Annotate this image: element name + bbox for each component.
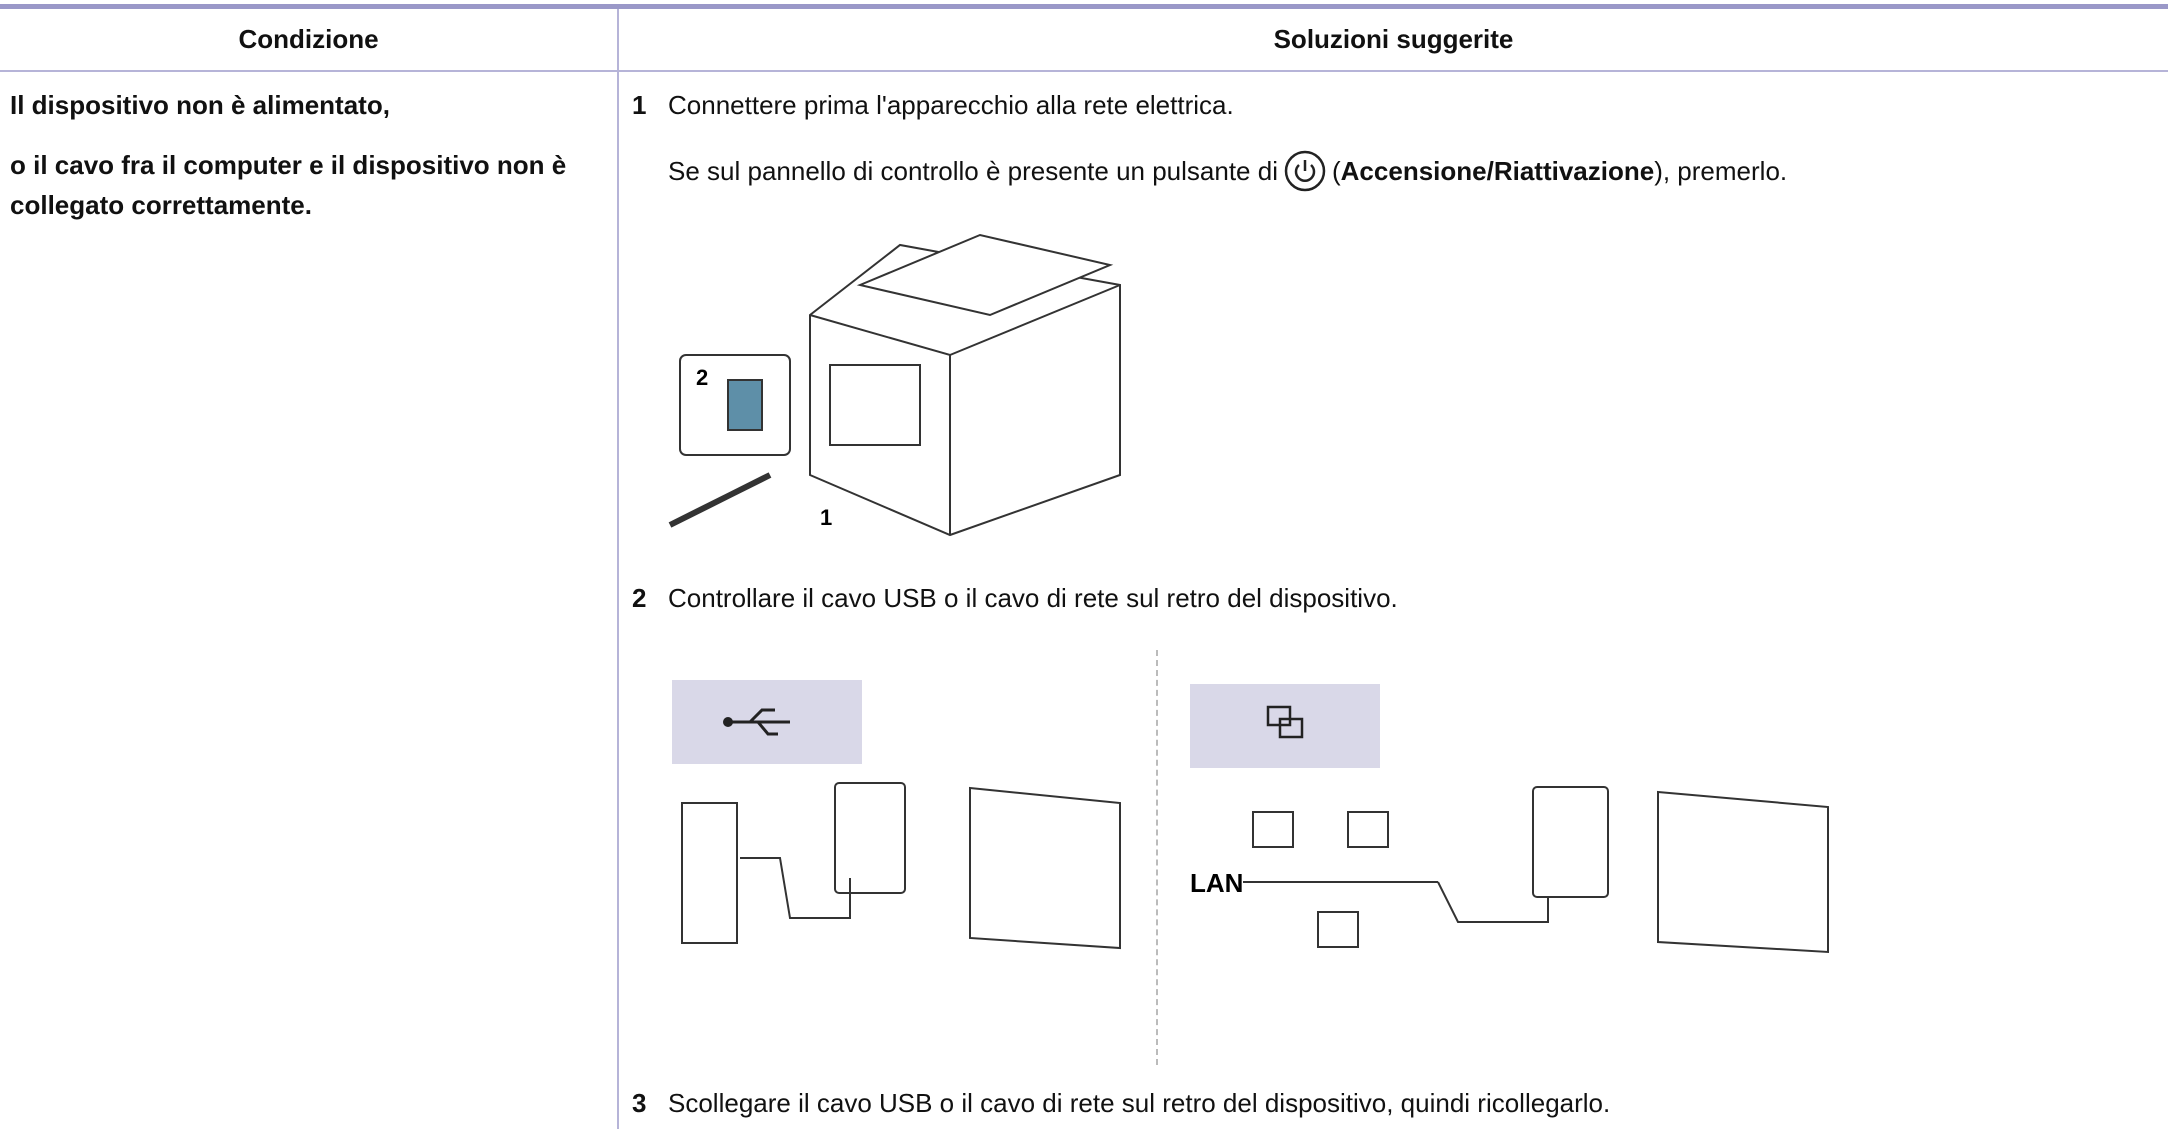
condition-text: Il dispositivo non è alimentato, [10, 90, 390, 120]
figure-label: LAN [1190, 868, 1243, 898]
step-number: 3 [632, 1088, 647, 1118]
top-rule [0, 4, 2168, 9]
figure-label: 2 [696, 365, 708, 390]
step-number: 1 [632, 90, 647, 120]
step-number: 2 [632, 583, 647, 613]
note-bold: Accensione/Riattivazione [1340, 155, 1655, 186]
condition-text: o il cavo fra il computer e il dispositi… [10, 150, 567, 220]
column-divider [617, 9, 619, 1129]
note-text: Se sul pannello di controllo è presente … [668, 155, 1278, 186]
step-text: Controllare il cavo USB o il cavo di ret… [668, 583, 1398, 613]
figure-divider [1156, 650, 1158, 1065]
step-text: Connettere prima l'apparecchio alla rete… [668, 90, 1234, 120]
note: Se sul pannello di controllo è presente … [668, 149, 1787, 193]
figure-label: 1 [820, 505, 832, 530]
usb-illustration [672, 680, 1121, 950]
note-text: ( [1331, 155, 1341, 186]
power-icon [1284, 150, 1326, 192]
header-rule [0, 70, 2168, 72]
network-illustration: LAN [1190, 684, 1829, 954]
step-text: Scollegare il cavo USB o il cavo di rete… [668, 1088, 1611, 1118]
header-cell: Condizione [238, 24, 379, 54]
printer-illustration: 2 1 [668, 233, 1121, 537]
note-text: ), premerlo. [1654, 155, 1788, 186]
header-cell: Soluzioni suggerite [1273, 24, 1514, 54]
